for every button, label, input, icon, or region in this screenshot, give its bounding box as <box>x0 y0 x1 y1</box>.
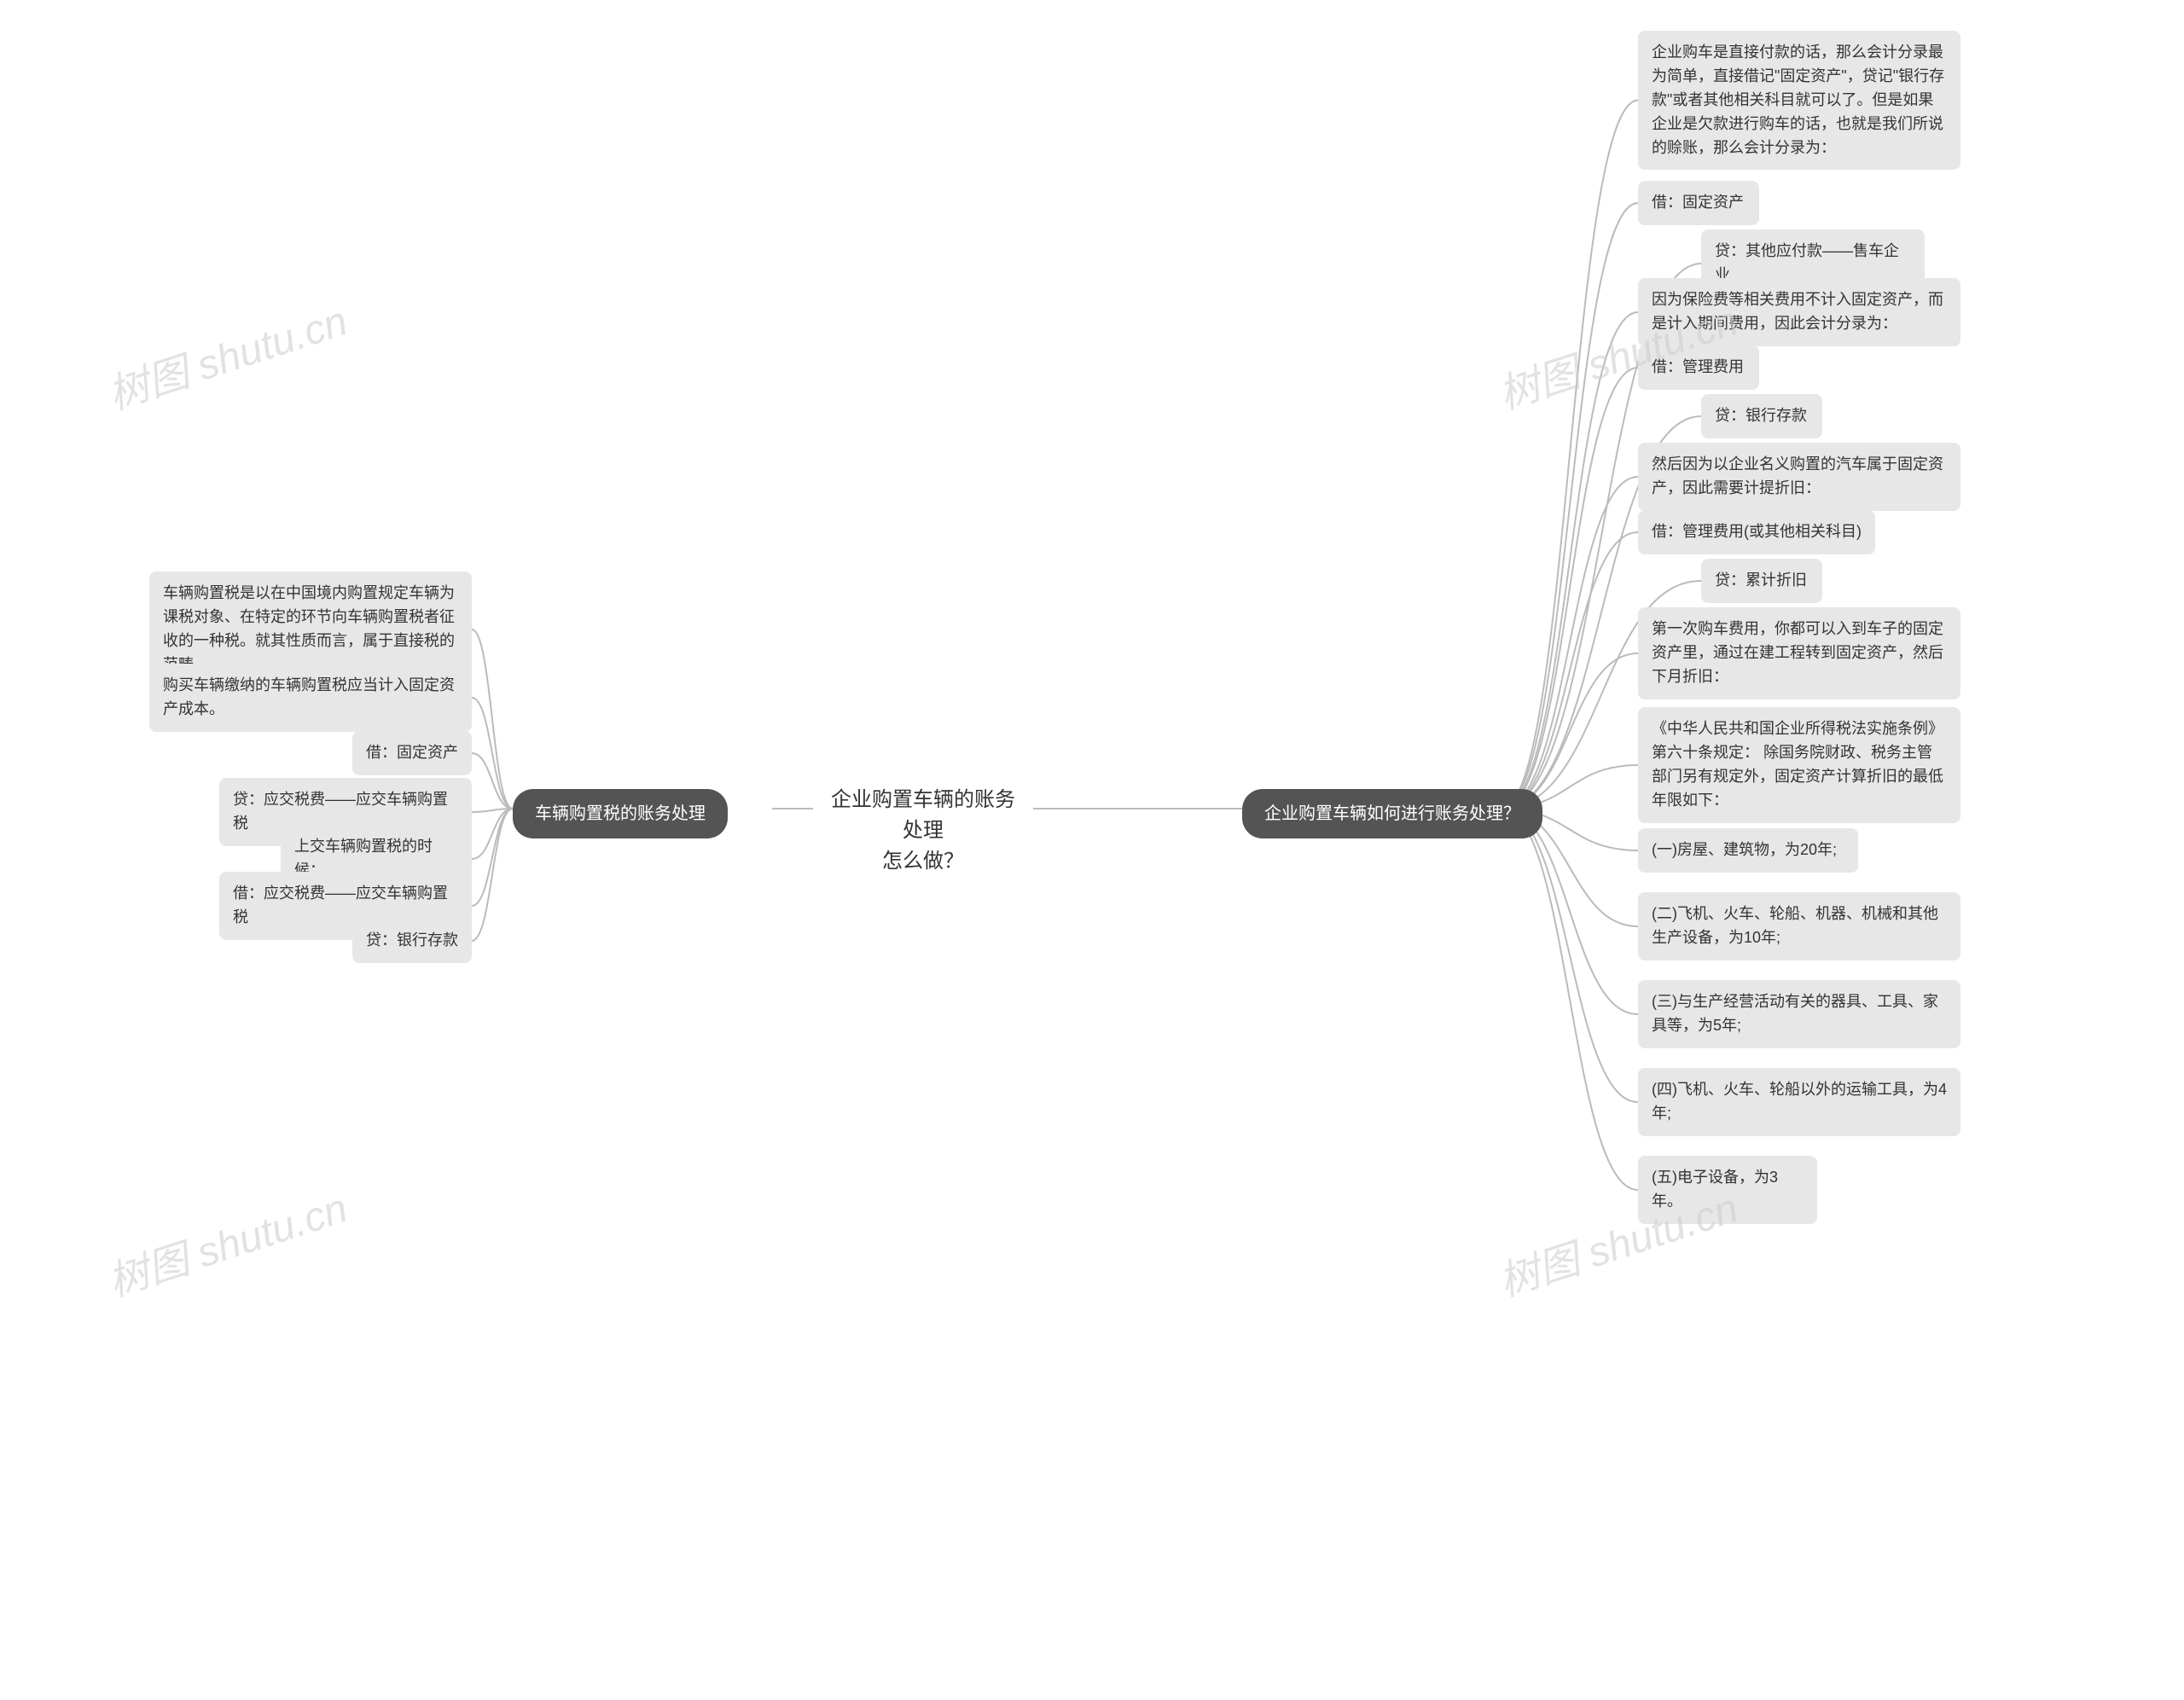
right-leaf-3: 因为保险费等相关费用不计入固定资产，而是计入期间费用，因此会计分录为： <box>1638 278 1960 346</box>
right-leaf-text-2: 贷：其他应付款——售车企业 <box>1715 242 1899 283</box>
right-leaf-15: (五)电子设备，为3年。 <box>1638 1156 1817 1224</box>
right-leaf-6: 然后因为以企业名义购置的汽车属于固定资产，因此需要计提折旧： <box>1638 443 1960 511</box>
right-leaf-text-5: 贷：银行存款 <box>1715 407 1807 424</box>
branch-left: 车辆购置税的账务处理 <box>513 789 728 838</box>
right-leaf-14: (四)飞机、火车、轮船以外的运输工具，为4年; <box>1638 1068 1960 1136</box>
root-title-line2: 怎么做？ <box>882 850 964 873</box>
root-node: 企业购置车辆的账务处理 怎么做？ <box>813 776 1033 885</box>
right-leaf-5: 贷：银行存款 <box>1701 394 1822 438</box>
right-leaf-11: (一)房屋、建筑物，为20年; <box>1638 828 1858 873</box>
root-title-line1: 企业购置车辆的账务处理 <box>831 788 1015 842</box>
right-leaf-text-6: 然后因为以企业名义购置的汽车属于固定资产，因此需要计提折旧： <box>1652 455 1943 496</box>
right-leaf-text-10: 《中华人民共和国企业所得税法实施条例》第六十条规定： 除国务院财政、税务主管部门… <box>1652 720 1943 809</box>
right-leaf-text-0: 企业购车是直接付款的话，那么会计分录最为简单，直接借记"固定资产"，贷记"银行存… <box>1652 44 1944 156</box>
right-leaf-text-13: (三)与生产经营活动有关的器具、工具、家具等，为5年; <box>1652 993 1938 1034</box>
right-leaf-0: 企业购车是直接付款的话，那么会计分录最为简单，直接借记"固定资产"，贷记"银行存… <box>1638 31 1960 170</box>
left-leaf-1: 购买车辆缴纳的车辆购置税应当计入固定资产成本。 <box>149 664 472 732</box>
right-leaf-text-14: (四)飞机、火车、轮船以外的运输工具，为4年; <box>1652 1081 1947 1122</box>
right-leaf-text-4: 借：管理费用 <box>1652 358 1744 375</box>
right-leaf-9: 第一次购车费用，你都可以入到车子的固定资产里，通过在建工程转到固定资产，然后下月… <box>1638 607 1960 699</box>
right-leaf-text-9: 第一次购车费用，你都可以入到车子的固定资产里，通过在建工程转到固定资产，然后下月… <box>1652 620 1943 685</box>
right-leaf-text-7: 借：管理费用(或其他相关科目) <box>1652 523 1862 540</box>
branch-right: 企业购置车辆如何进行账务处理？ <box>1242 789 1542 838</box>
left-leaf-text-2: 借：固定资产 <box>366 744 458 761</box>
right-leaf-4: 借：管理费用 <box>1638 345 1759 390</box>
branch-left-label: 车辆购置税的账务处理 <box>535 804 706 823</box>
right-leaf-12: (二)飞机、火车、轮船、机器、机械和其他生产设备，为10年; <box>1638 892 1960 960</box>
right-leaf-text-11: (一)房屋、建筑物，为20年; <box>1652 841 1837 858</box>
right-leaf-text-15: (五)电子设备，为3年。 <box>1652 1169 1778 1210</box>
right-leaf-10: 《中华人民共和国企业所得税法实施条例》第六十条规定： 除国务院财政、税务主管部门… <box>1638 707 1960 823</box>
right-leaf-text-12: (二)飞机、火车、轮船、机器、机械和其他生产设备，为10年; <box>1652 905 1938 946</box>
right-leaf-1: 借：固定资产 <box>1638 181 1759 225</box>
left-leaf-text-1: 购买车辆缴纳的车辆购置税应当计入固定资产成本。 <box>163 676 455 717</box>
left-leaf-2: 借：固定资产 <box>352 731 472 775</box>
right-leaf-text-1: 借：固定资产 <box>1652 194 1744 211</box>
right-leaf-8: 贷：累计折旧 <box>1701 559 1822 603</box>
left-leaf-text-0: 车辆购置税是以在中国境内购置规定车辆为课税对象、在特定的环节向车辆购置税者征收的… <box>163 584 455 673</box>
right-leaf-text-8: 贷：累计折旧 <box>1715 572 1807 589</box>
left-leaf-6: 贷：银行存款 <box>352 919 472 963</box>
right-leaf-7: 借：管理费用(或其他相关科目) <box>1638 510 1875 554</box>
right-leaf-13: (三)与生产经营活动有关的器具、工具、家具等，为5年; <box>1638 980 1960 1048</box>
right-leaf-text-3: 因为保险费等相关费用不计入固定资产，而是计入期间费用，因此会计分录为： <box>1652 291 1943 332</box>
branch-right-label: 企业购置车辆如何进行账务处理？ <box>1264 804 1520 823</box>
left-leaf-text-6: 贷：银行存款 <box>366 931 458 949</box>
